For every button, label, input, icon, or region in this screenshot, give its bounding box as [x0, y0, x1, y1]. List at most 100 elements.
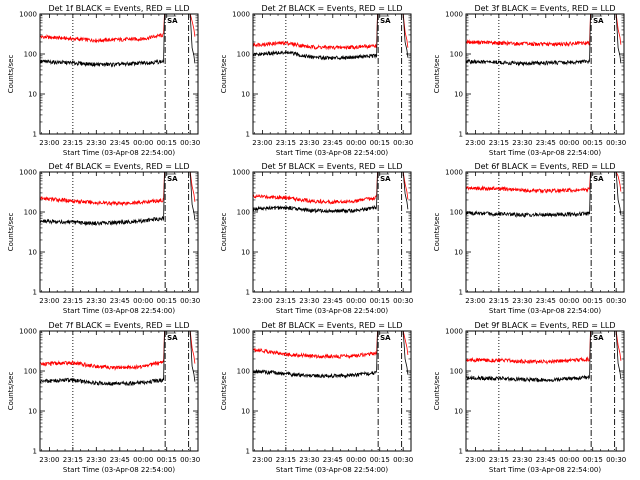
y-axis-label: Counts/sec [7, 55, 15, 94]
plot-frame [465, 330, 625, 452]
x-tick-label: 23:45 [110, 139, 130, 147]
x-tick-label: 23:45 [110, 297, 130, 305]
y-axis-label: Counts/sec [220, 55, 228, 94]
y-tick-label: 1 [459, 289, 463, 297]
lld-series-line [465, 13, 591, 48]
x-tick-label: 23:00 [39, 297, 59, 305]
x-tick-label: 00:00 [133, 139, 153, 147]
x-tick-label: 23:15 [276, 297, 296, 305]
x-tick-label: 23:00 [39, 456, 59, 464]
panel-det-3: Det 3f BLACK = Events, RED = LLD Counts/s… [433, 4, 626, 157]
panel-det-4: Det 4f BLACK = Events, RED = LLD Counts/s… [7, 162, 200, 315]
x-tick-label: 23:45 [323, 456, 343, 464]
panel-det-8: Det 8f BLACK = Events, RED = LLD Counts/s… [220, 321, 413, 474]
x-axis-label: Start Time (03-Apr-08 22:54:00) [63, 307, 175, 315]
x-tick-label: 23:15 [276, 139, 296, 147]
x-tick-label: 00:15 [583, 456, 603, 464]
lld-series-recovery [189, 330, 196, 364]
x-axis-label: Start Time (03-Apr-08 22:54:00) [489, 307, 601, 315]
x-tick-label: 23:45 [536, 456, 556, 464]
x-tick-label: 23:30 [86, 456, 106, 464]
x-tick-label: 23:15 [63, 456, 83, 464]
x-tick-label: 23:45 [536, 297, 556, 305]
y-tick-label: 100 [237, 209, 250, 217]
y-tick-label: 100 [237, 51, 250, 59]
lld-series-line [465, 330, 591, 365]
events-series-line [465, 171, 591, 219]
x-tick-label: 00:30 [393, 297, 413, 305]
y-tick-label: 10 [28, 408, 37, 416]
x-tick-label: 23:30 [86, 139, 106, 147]
sa-annotation: SA [380, 17, 391, 25]
x-tick-label: 23:45 [323, 297, 343, 305]
events-series-recovery [615, 171, 622, 216]
panel-title: Det 4f BLACK = Events, RED = LLD [48, 162, 189, 171]
sa-annotation: SA [593, 17, 604, 25]
events-series-line [252, 13, 378, 61]
panel-title: Det 9f BLACK = Events, RED = LLD [474, 321, 615, 330]
sa-annotation: SA [593, 175, 604, 183]
x-tick-label: 23:15 [489, 456, 509, 464]
sa-annotation: SA [380, 334, 391, 342]
y-tick-label: 10 [241, 408, 250, 416]
y-tick-label: 100 [450, 51, 463, 59]
panel-det-2: Det 2f BLACK = Events, RED = LLD Counts/s… [220, 4, 413, 157]
lld-series-recovery [402, 171, 409, 200]
x-tick-label: 23:00 [252, 297, 272, 305]
x-tick-label: 23:00 [465, 297, 485, 305]
events-series-recovery [615, 330, 622, 380]
panel-title: Det 1f BLACK = Events, RED = LLD [48, 4, 189, 13]
lld-series-line [39, 330, 165, 371]
events-series-line [465, 330, 591, 383]
y-axis-label: Counts/sec [220, 372, 228, 411]
x-tick-label: 23:15 [489, 297, 509, 305]
x-axis-label: Start Time (03-Apr-08 22:54:00) [63, 149, 175, 157]
x-tick-label: 00:15 [157, 456, 177, 464]
x-tick-label: 23:15 [63, 297, 83, 305]
x-tick-label: 00:00 [559, 297, 579, 305]
plot-frame [252, 330, 412, 452]
x-tick-label: 23:00 [252, 456, 272, 464]
x-tick-label: 23:15 [276, 456, 296, 464]
events-series-recovery [402, 171, 409, 210]
y-tick-label: 10 [454, 249, 463, 257]
y-tick-label: 10 [241, 91, 250, 99]
lld-series-recovery [402, 330, 409, 355]
panel-det-6: Det 6f BLACK = Events, RED = LLD Counts/s… [433, 162, 626, 315]
panel-title: Det 8f BLACK = Events, RED = LLD [261, 321, 402, 330]
x-tick-label: 23:30 [299, 139, 319, 147]
y-tick-label: 100 [450, 209, 463, 217]
x-tick-label: 00:15 [583, 297, 603, 305]
x-tick-label: 23:00 [465, 456, 485, 464]
panel-title: Det 7f BLACK = Events, RED = LLD [48, 321, 189, 330]
y-tick-label: 10 [241, 249, 250, 257]
panel-det-7: Det 7f BLACK = Events, RED = LLD Counts/s… [7, 321, 200, 474]
x-tick-label: 00:15 [370, 456, 390, 464]
sa-annotation: SA [167, 17, 178, 25]
panel-title: Det 5f BLACK = Events, RED = LLD [261, 162, 402, 171]
lld-series-line [252, 171, 378, 205]
x-tick-label: 23:30 [86, 297, 106, 305]
plot-frame [465, 171, 625, 293]
events-series-recovery [189, 171, 196, 221]
x-tick-label: 00:15 [370, 297, 390, 305]
lld-series-line [252, 13, 378, 51]
plot-frame [465, 13, 625, 135]
y-tick-label: 10 [28, 249, 37, 257]
lld-series-recovery [189, 171, 196, 202]
x-tick-label: 23:45 [323, 139, 343, 147]
events-series-recovery [402, 330, 409, 375]
x-tick-label: 23:45 [536, 139, 556, 147]
x-axis-label: Start Time (03-Apr-08 22:54:00) [489, 466, 601, 474]
lld-series-recovery [189, 13, 196, 37]
y-tick-label: 100 [237, 368, 250, 376]
events-series-line [39, 171, 165, 227]
y-tick-label: 1000 [445, 169, 463, 177]
plot-frame [252, 171, 412, 293]
events-series-recovery [189, 330, 196, 382]
x-tick-label: 00:00 [133, 297, 153, 305]
y-tick-label: 1000 [445, 328, 463, 336]
events-series-recovery [189, 13, 196, 64]
panel-det-1: Det 1f BLACK = Events, RED = LLD Counts/s… [7, 4, 200, 157]
